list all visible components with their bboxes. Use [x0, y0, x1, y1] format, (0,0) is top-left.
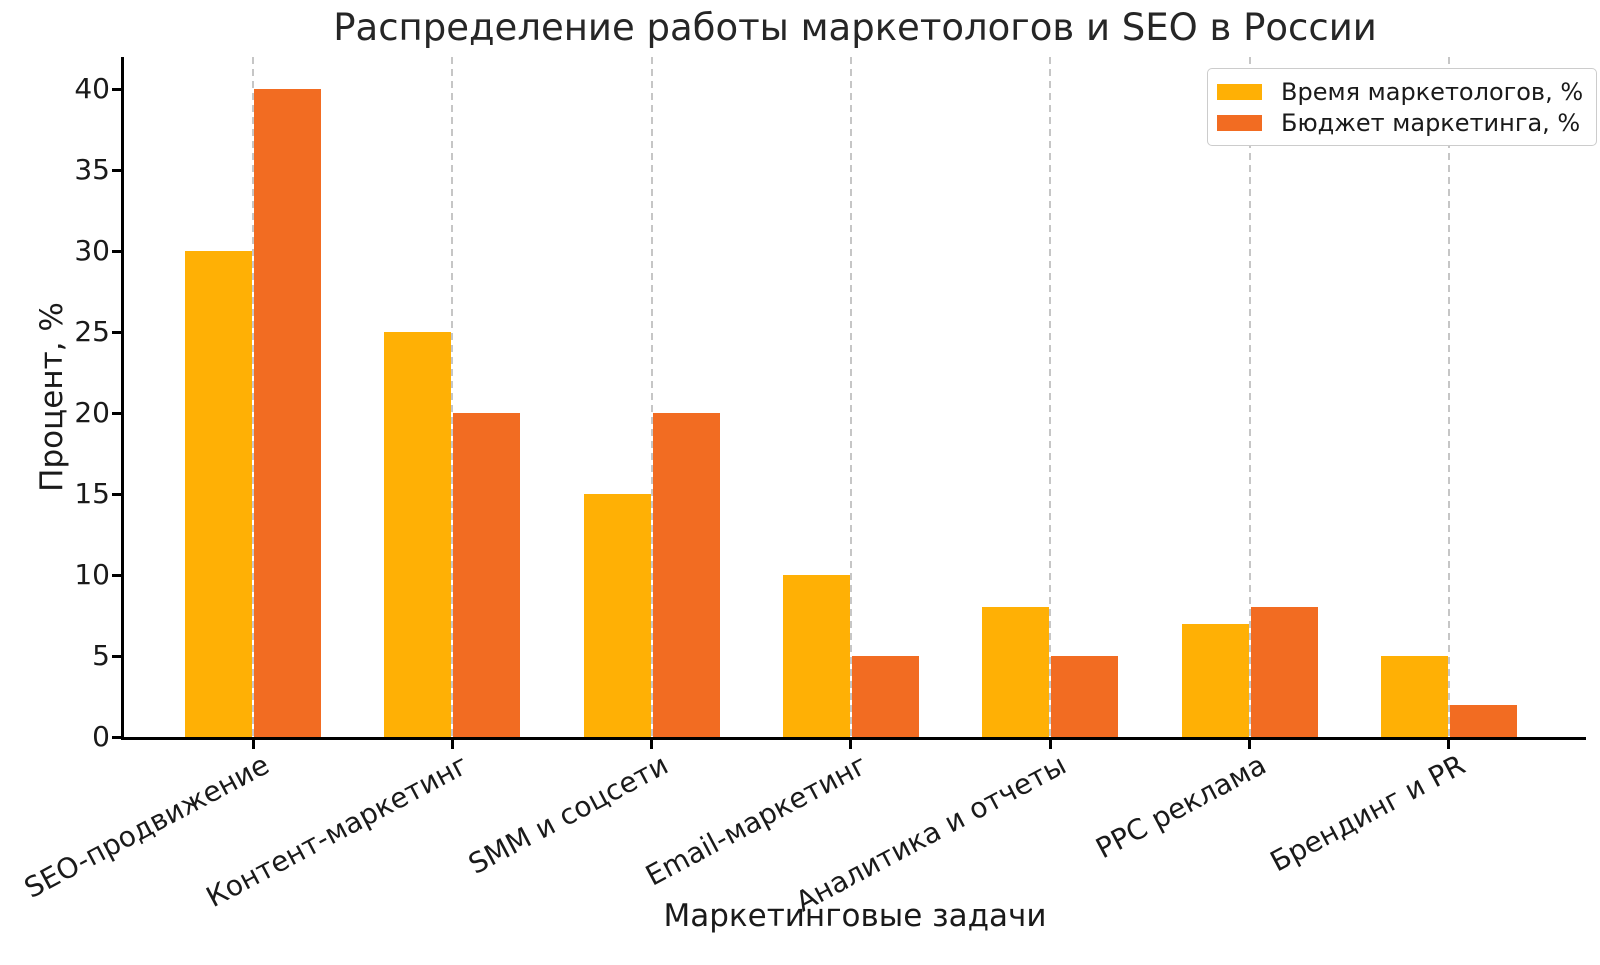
y-tick-label: 0: [92, 720, 110, 753]
bar-series2-6: [1250, 607, 1318, 737]
bar-series1-3: [583, 494, 651, 737]
y-tick-mark: [112, 654, 121, 658]
bar-series1-1: [185, 251, 252, 737]
bar-series2-2: [453, 413, 521, 737]
x-axis-spine: [121, 737, 1586, 740]
y-tick-label: 30: [74, 234, 110, 268]
y-tick-mark: [112, 411, 121, 415]
x-tick-mark: [650, 740, 654, 749]
y-tick-mark: [112, 249, 121, 253]
y-tick-label: 10: [74, 558, 110, 592]
y-tick-mark: [112, 168, 121, 172]
y-tick-label: 5: [92, 639, 110, 673]
bar-series1-4: [782, 575, 850, 737]
x-tick-mark: [251, 740, 255, 749]
plot-area: 0 5 10 15 20 25 30 35 40 SEO-продвижение Контент-м…: [19, 57, 1586, 918]
bar-series2-4: [851, 656, 919, 737]
legend: Время маркетологов, % Бюджет маркетинга,…: [1207, 68, 1598, 146]
y-tick-label: 40: [74, 72, 110, 106]
gridline: [849, 57, 852, 737]
bar-series1-2: [384, 332, 452, 737]
bar-series2-1: [254, 89, 321, 737]
y-axis-spine: [121, 57, 124, 740]
y-tick-label: 15: [74, 477, 110, 511]
x-tick-mark: [1048, 740, 1052, 749]
y-tick-label: 20: [74, 396, 110, 430]
y-tick-mark: [112, 330, 121, 334]
gridline: [451, 57, 454, 737]
y-tick-mark: [112, 492, 121, 496]
x-tick-mark: [450, 740, 454, 749]
y-tick-label: 35: [74, 153, 110, 187]
x-tick-mark: [1447, 740, 1451, 749]
x-axis-label: Маркетинговые задачи: [663, 898, 1047, 934]
x-tick-mark: [849, 740, 853, 749]
gridline: [650, 57, 653, 737]
bar-series2-5: [1051, 656, 1119, 737]
legend-swatch-series2: [1217, 114, 1262, 131]
bar-series2-3: [652, 413, 720, 737]
legend-swatch-series1: [1217, 83, 1262, 100]
y-tick-label: 25: [74, 315, 110, 349]
y-tick-mark: [112, 735, 121, 739]
gridline: [1447, 57, 1450, 737]
bar-series2-7: [1449, 704, 1517, 737]
y-tick-mark: [112, 87, 121, 91]
legend-item-series1: Время маркетологов, %: [1217, 76, 1583, 107]
gridline: [1049, 57, 1052, 737]
legend-label-series1: Время маркетологов, %: [1281, 77, 1584, 106]
legend-label-series2: Бюджет маркетинга, %: [1281, 108, 1581, 137]
bar-series1-7: [1380, 656, 1448, 737]
legend-item-series2: Бюджет маркетинга, %: [1217, 107, 1583, 138]
gridline: [252, 57, 254, 737]
bar-series1-6: [1181, 623, 1249, 737]
chart-title: Распределение работы маркетологов и SEO …: [333, 6, 1377, 49]
bar-series1-5: [982, 607, 1050, 737]
gridline: [1248, 57, 1251, 737]
x-tick-mark: [1248, 740, 1252, 749]
y-tick-mark: [112, 573, 121, 577]
